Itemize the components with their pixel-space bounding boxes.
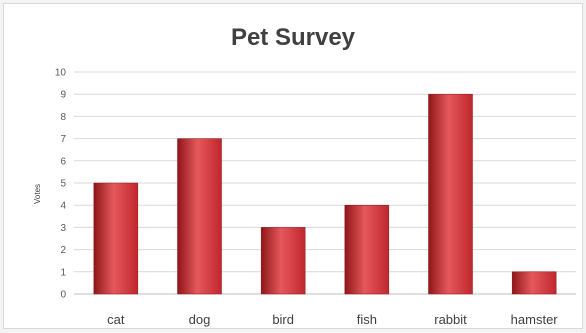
chart-area: Pet Survey 0 1 2 3 4 5 6 7 8 9 10 cat dog bird fish ra… bbox=[3, 3, 583, 329]
y-axis-label: Votes bbox=[33, 184, 42, 204]
x-tick-label: cat bbox=[107, 312, 125, 327]
y-tick-label: 3 bbox=[60, 223, 66, 234]
y-tick-label: 0 bbox=[60, 290, 66, 301]
x-tick-label: fish bbox=[357, 312, 377, 327]
y-tick-label: 1 bbox=[60, 267, 66, 278]
y-tick-label: 10 bbox=[55, 68, 67, 79]
y-tick-label: 2 bbox=[60, 245, 66, 256]
x-tick-label: dog bbox=[189, 312, 211, 327]
bar-hamster bbox=[511, 271, 557, 295]
bar-dog bbox=[177, 138, 222, 295]
y-tick-label: 9 bbox=[60, 90, 66, 101]
gridlines bbox=[74, 71, 576, 295]
bar-chart-plot: 0 1 2 3 4 5 6 7 8 9 10 cat dog bird fish rabbit hamster… bbox=[33, 68, 576, 327]
bar-rabbit bbox=[428, 93, 473, 295]
y-tick-label: 5 bbox=[60, 179, 66, 190]
x-tick-label: hamster bbox=[511, 312, 559, 327]
y-tick-label: 6 bbox=[60, 156, 66, 167]
bar-fish bbox=[344, 204, 390, 295]
bars bbox=[93, 93, 557, 295]
x-tick-label: bird bbox=[272, 312, 294, 327]
bar-bird bbox=[260, 227, 306, 295]
x-tick-label: rabbit bbox=[434, 312, 467, 327]
x-tick-labels: cat dog bird fish rabbit hamster bbox=[107, 312, 558, 327]
y-tick-labels: 0 1 2 3 4 5 6 7 8 9 10 bbox=[55, 68, 67, 301]
y-tick-label: 8 bbox=[60, 112, 66, 123]
chart-title: Pet Survey bbox=[230, 24, 356, 51]
y-tick-label: 7 bbox=[60, 134, 66, 145]
bar-cat bbox=[93, 182, 139, 295]
y-tick-label: 4 bbox=[60, 201, 66, 212]
